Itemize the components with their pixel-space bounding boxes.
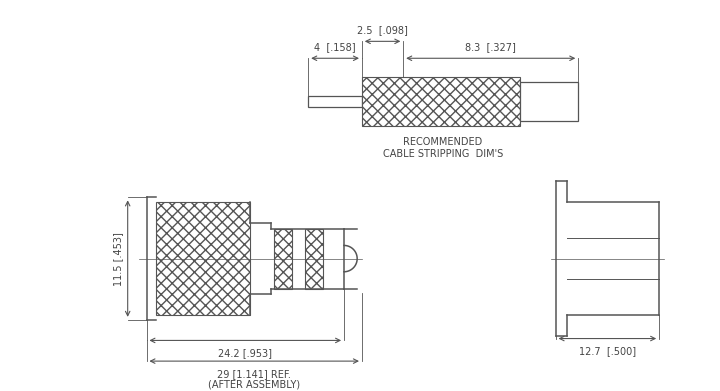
Text: 4  [.158]: 4 [.158] xyxy=(314,42,356,52)
Text: RECOMMENDED: RECOMMENDED xyxy=(403,137,482,147)
Text: 12.7  [.500]: 12.7 [.500] xyxy=(579,346,636,356)
Bar xyxy=(308,96,362,107)
Text: 8.3  [.327]: 8.3 [.327] xyxy=(465,42,516,52)
Bar xyxy=(362,77,520,126)
Bar xyxy=(156,202,250,315)
Text: (AFTER ASSEMBLY): (AFTER ASSEMBLY) xyxy=(208,380,300,390)
Text: CABLE STRIPPING  DIM'S: CABLE STRIPPING DIM'S xyxy=(382,149,503,159)
Text: 29 [1.141] REF.: 29 [1.141] REF. xyxy=(217,369,291,378)
Bar xyxy=(520,82,578,121)
Bar xyxy=(274,228,292,289)
Bar xyxy=(305,228,323,289)
Text: 24.2 [.953]: 24.2 [.953] xyxy=(218,348,272,358)
Text: 11.5 [.453]: 11.5 [.453] xyxy=(113,231,123,285)
Text: 2.5  [.098]: 2.5 [.098] xyxy=(357,25,408,35)
